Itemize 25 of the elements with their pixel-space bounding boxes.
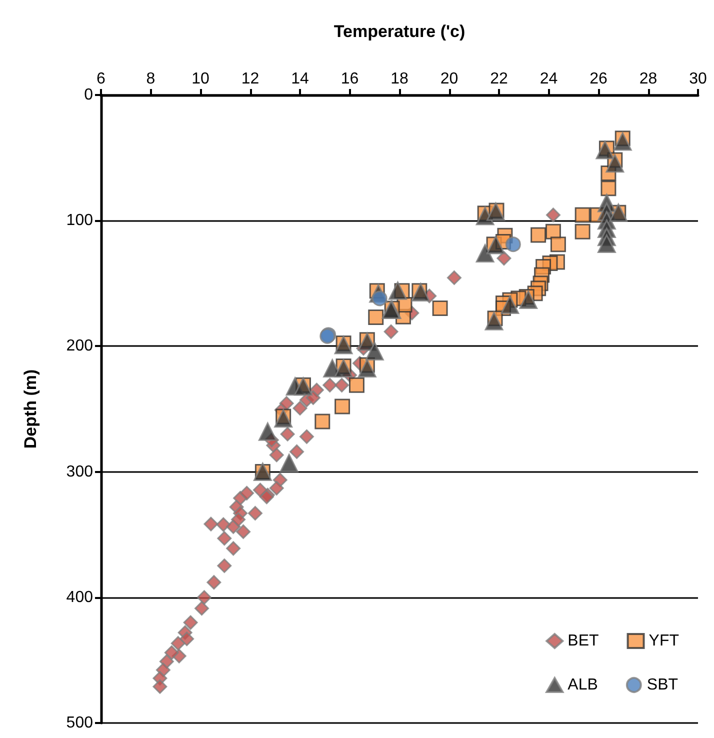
y-axis-title: Depth (m) [21,369,40,449]
x-tick-label: 18 [390,70,408,88]
legend-label: ALB [568,676,598,694]
y-tick-label: 100 [66,212,94,230]
y-tick-label: 400 [66,588,94,606]
x-tick-label: 14 [291,70,309,88]
x-tick-label: 16 [340,70,359,88]
x-tick-label: 24 [540,70,558,88]
x-tick-label: 20 [440,70,458,88]
y-tick-label: 0 [84,86,94,104]
x-tick-label: 28 [639,70,658,88]
x-tick-label: 30 [689,70,707,88]
x-tick-label: 26 [590,70,608,88]
y-tick-label: 200 [66,338,94,355]
x-tick-label: 10 [192,70,210,88]
x-tick-label: 22 [490,70,508,88]
y-tick-label: 300 [66,463,94,480]
legend-label: SBT [646,676,678,694]
x-tick-label: 12 [241,70,260,88]
x-tick-label: 6 [96,70,106,88]
x-axis-title: Temperature ('c) [334,22,466,41]
legend-label: YFT [648,632,680,650]
x-tick-label: 8 [146,70,156,88]
legend-label: BET [568,632,600,650]
y-tick-label: 500 [66,714,94,732]
